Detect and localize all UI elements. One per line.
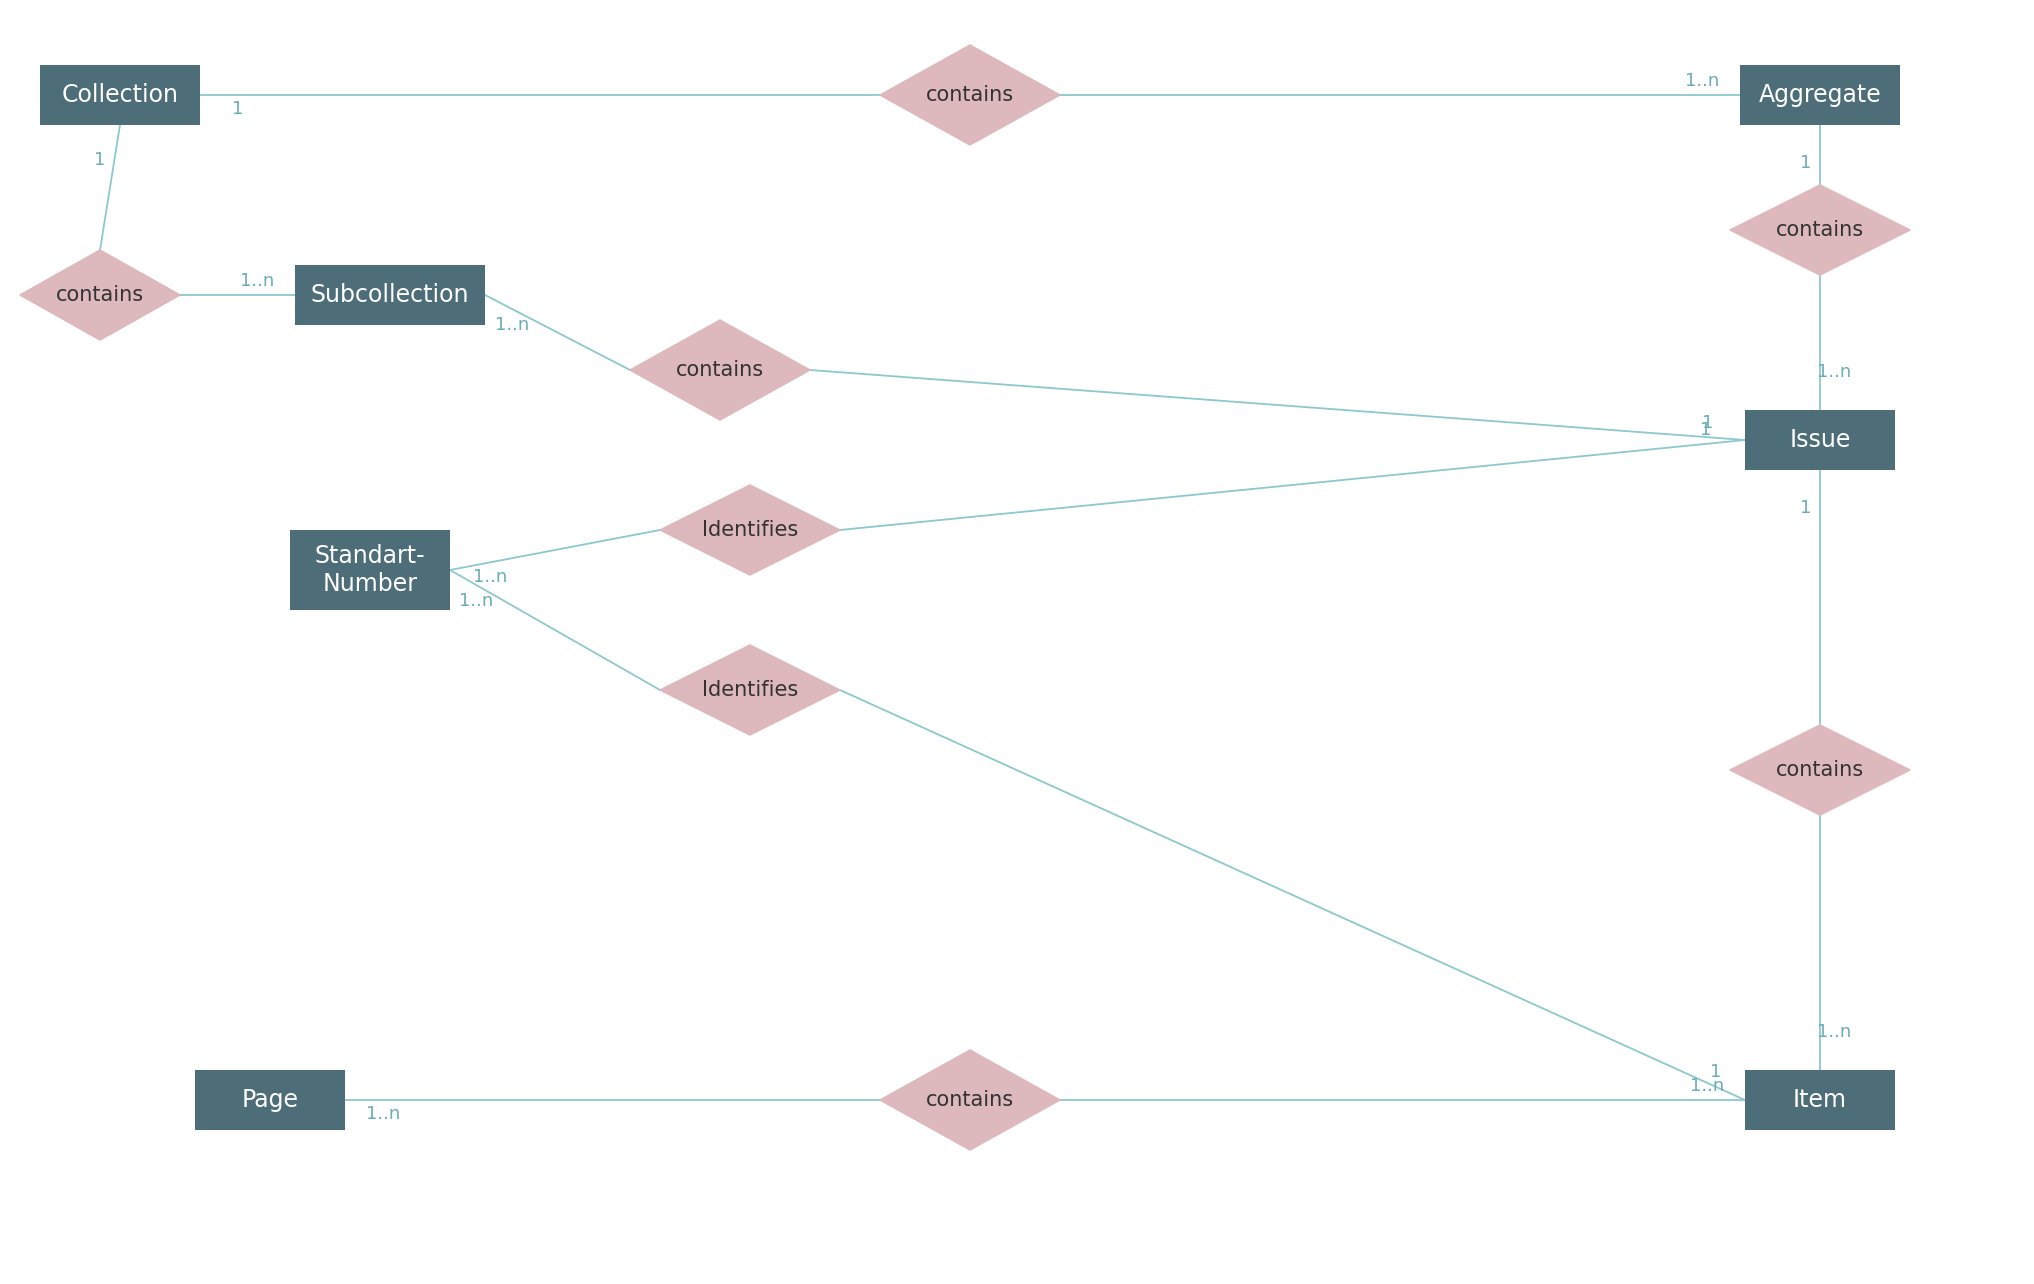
FancyBboxPatch shape <box>1739 65 1900 125</box>
Text: contains: contains <box>925 85 1015 105</box>
FancyBboxPatch shape <box>1745 1070 1896 1130</box>
Text: 1: 1 <box>232 100 244 118</box>
Text: contains: contains <box>925 1090 1015 1109</box>
FancyBboxPatch shape <box>41 65 199 125</box>
Text: Item: Item <box>1794 1088 1847 1112</box>
FancyBboxPatch shape <box>1745 410 1896 470</box>
Text: 1..n: 1..n <box>1684 72 1719 90</box>
Text: 1..n: 1..n <box>1816 1023 1851 1041</box>
Text: 1: 1 <box>1711 1063 1723 1081</box>
Text: 1: 1 <box>1702 415 1715 433</box>
Text: 1..n: 1..n <box>366 1106 401 1124</box>
Text: 1..n: 1..n <box>494 316 529 334</box>
FancyBboxPatch shape <box>291 530 450 610</box>
Text: contains: contains <box>1776 220 1863 240</box>
Text: contains: contains <box>57 285 144 306</box>
Polygon shape <box>1731 185 1910 275</box>
FancyBboxPatch shape <box>295 265 484 325</box>
Text: 1: 1 <box>1700 421 1711 439</box>
Polygon shape <box>881 45 1060 145</box>
FancyBboxPatch shape <box>195 1070 346 1130</box>
Text: Aggregate: Aggregate <box>1759 83 1881 107</box>
Text: contains: contains <box>675 360 765 380</box>
Text: 1: 1 <box>1800 499 1812 517</box>
Polygon shape <box>631 320 810 420</box>
Text: 1..n: 1..n <box>460 592 492 610</box>
Text: 1: 1 <box>94 152 106 169</box>
Text: Page: Page <box>242 1088 299 1112</box>
Text: Collection: Collection <box>61 83 179 107</box>
Text: Identifies: Identifies <box>702 520 797 541</box>
Text: 1..n: 1..n <box>1690 1077 1725 1095</box>
Text: Identifies: Identifies <box>702 681 797 700</box>
Polygon shape <box>659 645 840 734</box>
Text: 1..n: 1..n <box>1816 363 1851 381</box>
Text: contains: contains <box>1776 760 1863 779</box>
Text: Issue: Issue <box>1790 428 1851 452</box>
Text: Standart-
Number: Standart- Number <box>315 544 425 596</box>
Polygon shape <box>1731 725 1910 815</box>
Text: 1..n: 1..n <box>472 568 506 586</box>
Text: 1: 1 <box>1800 154 1812 172</box>
Polygon shape <box>20 250 179 340</box>
Text: 1..n: 1..n <box>240 272 275 290</box>
Text: Subcollection: Subcollection <box>311 282 470 307</box>
Polygon shape <box>881 1050 1060 1150</box>
Polygon shape <box>659 485 840 575</box>
